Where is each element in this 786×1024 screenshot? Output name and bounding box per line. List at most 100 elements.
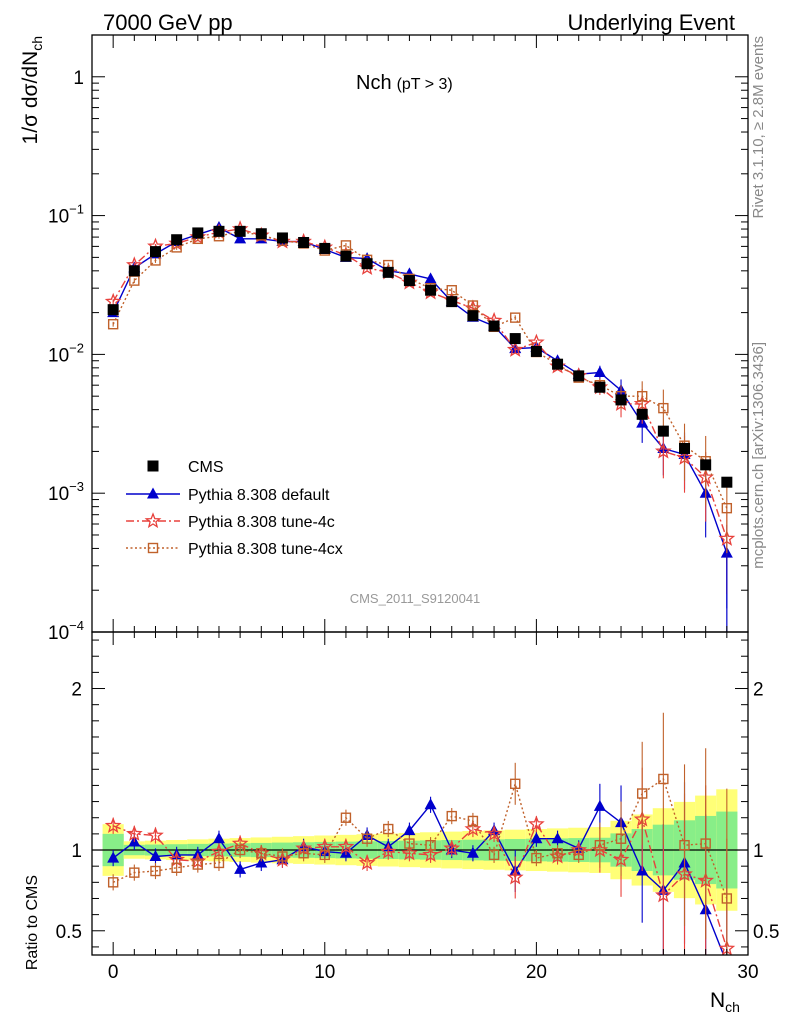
data-point — [506, 868, 524, 885]
data-point — [510, 312, 521, 323]
data-point — [425, 839, 436, 851]
y-tick-label: 2 — [71, 680, 82, 701]
ratio-axis-title: Ratio to CMS — [24, 875, 41, 970]
lower-series — [104, 712, 736, 968]
data-point — [128, 265, 140, 277]
data-point — [147, 487, 159, 499]
data-point — [530, 345, 542, 357]
series-line — [112, 226, 728, 554]
data-point — [171, 234, 183, 246]
data-point — [443, 839, 461, 856]
x-tick-label: 30 — [737, 962, 758, 983]
data-point — [467, 300, 479, 311]
data-point — [530, 832, 543, 844]
data-point — [700, 838, 711, 849]
legend-entry: CMS — [147, 459, 224, 476]
data-point — [107, 319, 119, 330]
data-point — [657, 425, 669, 437]
data-point — [615, 394, 627, 406]
data-point — [147, 460, 159, 472]
y-tick-label-right: 1 — [753, 841, 764, 862]
data-point — [107, 877, 119, 888]
data-point — [361, 258, 373, 270]
data-point — [446, 285, 457, 296]
data-point — [425, 284, 437, 296]
data-point — [192, 859, 204, 870]
data-point — [531, 852, 542, 864]
y-tick-label-right: 0.5 — [753, 922, 779, 943]
legend-label: Pythia 8.308 tune-4cx — [188, 541, 343, 558]
data-point — [213, 857, 225, 869]
data-point — [383, 823, 394, 835]
data-point — [337, 837, 355, 854]
data-point — [594, 381, 606, 393]
data-point — [488, 320, 500, 332]
data-point — [340, 240, 352, 251]
data-point — [104, 816, 122, 833]
data-point — [721, 957, 733, 968]
x-axis-title: Nch — [710, 989, 740, 1015]
header-right: Underlying Event — [567, 10, 735, 35]
ratio-line — [112, 777, 728, 899]
data-point — [149, 246, 161, 258]
data-point — [382, 266, 394, 278]
data-point — [594, 839, 606, 851]
header-left: 7000 GeV pp — [103, 10, 233, 35]
data-point — [446, 296, 458, 308]
data-point — [552, 358, 564, 370]
series-cms — [107, 225, 733, 488]
data-point — [573, 370, 585, 382]
data-point — [700, 459, 712, 471]
analysis-label: CMS_2011_S9120041 — [350, 591, 481, 606]
data-point — [234, 225, 246, 237]
legend: CMS Pythia 8.308 default Pythia 8.308 tune… — [126, 459, 343, 558]
data-point — [488, 849, 500, 861]
data-point — [126, 825, 143, 841]
data-point — [256, 848, 267, 859]
y-tick-label: 1 — [71, 841, 82, 862]
data-point — [150, 865, 161, 877]
data-point — [234, 232, 247, 244]
data-point — [721, 502, 733, 514]
data-point — [464, 820, 482, 837]
data-point — [379, 842, 397, 859]
data-point — [403, 824, 416, 836]
data-point — [144, 512, 162, 529]
data-point — [210, 842, 228, 859]
y-tick-label: 10−3 — [48, 479, 84, 505]
data-point — [552, 848, 563, 859]
data-point — [340, 250, 352, 262]
data-point — [506, 341, 524, 357]
data-point — [424, 798, 437, 810]
y-axis-title: 1/σ dσ/dNch — [19, 36, 45, 144]
data-point — [234, 844, 246, 856]
data-point — [276, 232, 288, 244]
data-point — [679, 442, 691, 454]
data-point — [171, 862, 182, 873]
data-point — [422, 846, 439, 862]
y-tick-label: 10−4 — [48, 618, 84, 644]
legend-entry: Pythia 8.308 tune-4cx — [126, 541, 343, 558]
data-point — [679, 839, 690, 851]
lower-frame — [91, 631, 749, 956]
x-tick-label: 10 — [314, 962, 335, 983]
data-point — [298, 236, 310, 248]
upper-panel: 1 10−1 10−2 10−3 10−4 1/σ dσ/dNch — [19, 34, 749, 644]
data-point — [485, 825, 503, 841]
data-point — [446, 810, 457, 822]
data-point — [527, 333, 545, 350]
data-point — [212, 832, 225, 844]
data-point — [615, 833, 627, 844]
legend-label: Pythia 8.308 default — [188, 487, 330, 504]
ratio-pythia-8-308-tune-4cx — [107, 712, 733, 955]
data-point — [255, 228, 267, 240]
data-point — [147, 542, 159, 554]
y-tick-label: 1 — [73, 68, 84, 89]
data-point — [551, 832, 564, 844]
rivet-label: Rivet 3.1.10, ≥ 2.8M events — [750, 36, 767, 219]
data-point — [401, 844, 418, 861]
data-point — [404, 838, 415, 849]
data-point — [467, 815, 479, 827]
data-point — [636, 408, 648, 420]
